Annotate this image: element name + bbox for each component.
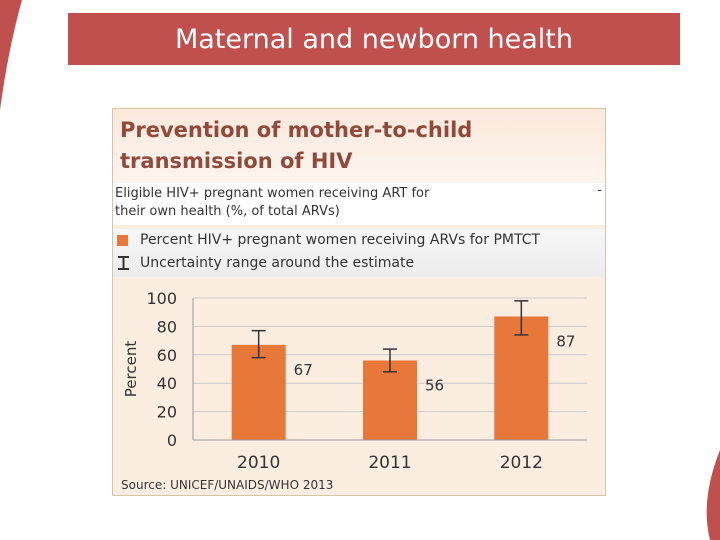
data-label: 56 (425, 376, 444, 394)
chart-area: 0 20 40 60 80 100 Percent 67 2010 56 2011 87 2012 (113, 277, 605, 493)
slide-corner-decoration (0, 0, 22, 110)
y-tick-label: 80 (157, 317, 177, 336)
bar (231, 344, 286, 440)
y-tick-label: 0 (167, 431, 177, 450)
y-tick-label: 100 (146, 289, 177, 308)
art-label: Eligible HIV+ pregnant women receiving A… (115, 185, 455, 221)
legend-uncertainty-label: Uncertainty range around the estimate (140, 255, 415, 271)
art-label-line1: Eligible HIV+ pregnant women receiving A… (115, 186, 430, 201)
chart-title-line2: transmission of HIV (120, 149, 353, 173)
bar-swatch-icon (117, 234, 128, 246)
y-tick-label: 20 (157, 403, 177, 422)
chart-legend: Percent HIV+ pregnant women receiving AR… (113, 229, 605, 277)
legend-bar-label: Percent HIV+ pregnant women receiving AR… (140, 232, 541, 248)
panel-header: Prevention of mother-to-child transmissi… (113, 109, 605, 183)
x-tick-label: 2012 (500, 453, 543, 473)
y-axis-label: Percent (122, 341, 140, 398)
bar (494, 316, 549, 440)
source-note: Source: UNICEF/UNAIDS/WHO 2013 (121, 478, 334, 492)
slide-corner-decoration-right (706, 450, 720, 540)
data-label: 67 (294, 361, 313, 379)
bar-chart: 0 20 40 60 80 100 Percent 67 2010 56 2011 87 2012 (122, 289, 587, 473)
y-tick-label: 60 (157, 346, 177, 365)
slide-title: Maternal and newborn health (174, 23, 574, 55)
error-bar-icon (118, 256, 129, 270)
chart-title: Prevention of mother-to-child transmissi… (120, 115, 590, 177)
art-dash: - (597, 183, 602, 198)
legend-item-bars: Percent HIV+ pregnant women receiving AR… (117, 232, 540, 248)
chart-title-line1: Prevention of mother-to-child (120, 118, 473, 142)
chart-panel: Prevention of mother-to-child transmissi… (112, 108, 606, 496)
legend-item-uncertainty: Uncertainty range around the estimate (117, 255, 414, 271)
data-label: 87 (556, 332, 575, 350)
art-label-box: Eligible HIV+ pregnant women receiving A… (113, 183, 605, 225)
x-tick-label: 2011 (368, 453, 411, 473)
y-tick-label: 40 (157, 374, 177, 393)
art-label-line2: their own health (%, of total ARVs) (115, 204, 340, 219)
x-tick-label: 2010 (237, 453, 280, 473)
bar (363, 360, 417, 440)
slide-title-bar: Maternal and newborn health (68, 13, 680, 65)
